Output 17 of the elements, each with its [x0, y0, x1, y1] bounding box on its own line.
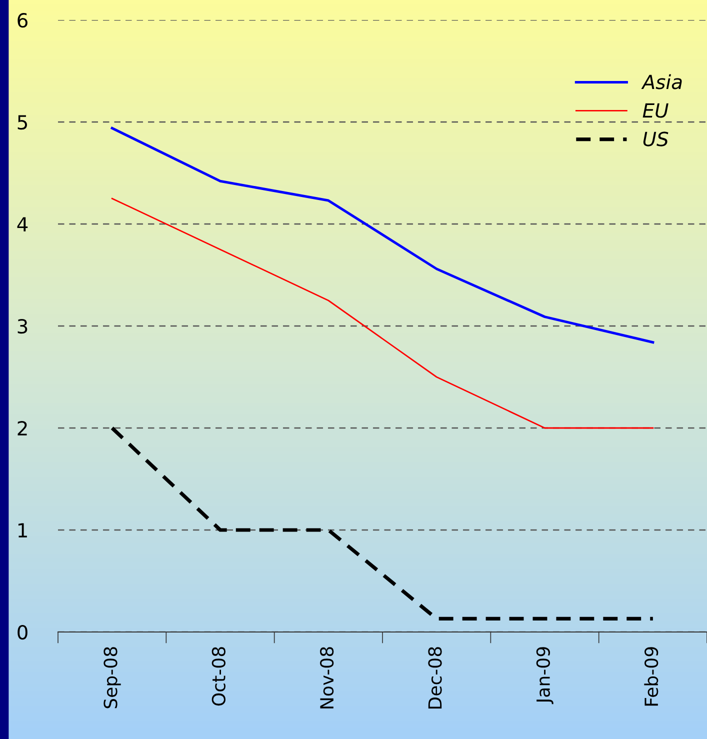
x-tick-label: Jan-09	[536, 647, 554, 704]
y-tick-label: 6	[18, 12, 28, 28]
y-tick-label: 4	[17, 217, 28, 232]
y-tick-label: 1	[18, 523, 27, 538]
x-tick-label: Nov-08	[320, 647, 334, 708]
y-tick-label: 3	[18, 318, 28, 334]
x-tick-label: Oct-08	[212, 647, 226, 706]
x-tick-label: Feb-09	[644, 647, 658, 706]
legend-label: Asia	[641, 74, 682, 90]
y-tick-label: 5	[18, 115, 28, 130]
legend-label: EU	[642, 103, 668, 118]
y-tick-label: 0	[18, 624, 28, 640]
line-series	[111, 198, 654, 429]
x-tick-label: Dec-08	[428, 647, 442, 709]
y-tick-label: 2	[18, 420, 27, 436]
x-tick-label: Sep-08	[104, 647, 121, 708]
legend-label: US	[643, 132, 668, 146]
